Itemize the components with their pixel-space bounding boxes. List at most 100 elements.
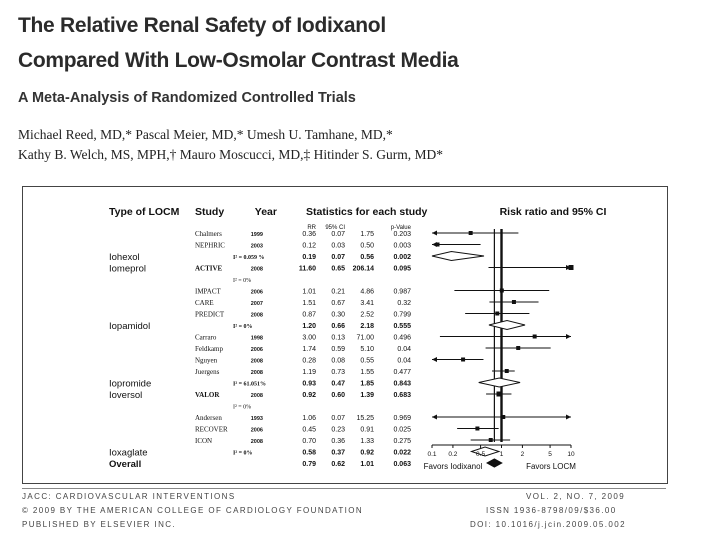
row-group-label: Ioxaglate: [109, 448, 148, 459]
footer-issn: ISSN 1936-8798/09/$36.00: [486, 506, 617, 515]
row-group-label: Iopamidol: [109, 321, 150, 332]
header-plot: Risk ratio and 95% CI: [500, 206, 607, 218]
row-rr: 0.87: [302, 312, 316, 319]
point-estimate-square: [504, 369, 509, 373]
point-estimate-square: [511, 300, 516, 304]
row-p-value: 0.32: [397, 300, 411, 307]
row-p-value: 0.969: [393, 415, 411, 422]
point-estimate-square: [495, 311, 500, 316]
x-axis-tick-label: 5: [548, 451, 552, 458]
point-estimate-square: [461, 357, 466, 362]
row-ci-low: 0.59: [331, 346, 345, 353]
point-estimate-square: [488, 438, 493, 442]
row-rr: 1.51: [302, 300, 316, 307]
point-estimate-square: [496, 391, 502, 397]
row-rr: 0.58: [302, 450, 316, 457]
row-rr: 0.12: [302, 243, 316, 250]
header-type: Type of LOCM: [109, 206, 180, 218]
article-title-line-1: The Relative Renal Safety of Iodixanol: [18, 14, 386, 37]
row-rr: 0.28: [302, 358, 316, 365]
row-p-value: 0.063: [393, 461, 411, 468]
row-study-name: I² = 0%: [233, 451, 253, 457]
x-axis-tick-label: 2: [521, 451, 525, 458]
row-study-name: ICON: [195, 437, 212, 445]
row-ci-high: 0.56: [360, 254, 374, 261]
row-study-name: I² = 0%: [233, 278, 251, 284]
point-estimate-square: [501, 415, 506, 419]
row-year: 1998: [251, 336, 263, 342]
row-year: 2008: [251, 313, 263, 319]
point-estimate-square: [435, 242, 440, 247]
row-ci-high: 3.41: [360, 300, 374, 307]
pooled-diamond: [469, 446, 501, 457]
ci-arrow-left: [432, 357, 437, 362]
row-rr: 1.74: [302, 346, 316, 353]
row-p-value: 0.477: [393, 369, 411, 376]
row-p-value: 0.799: [393, 312, 411, 319]
row-ci-high: 4.86: [360, 289, 374, 296]
row-ci-high: 0.50: [360, 243, 374, 250]
row-rr: 0.19: [302, 254, 316, 261]
point-estimate-square: [532, 334, 537, 339]
row-study-name: PREDICT: [195, 311, 225, 319]
row-study-name: Nguyen: [195, 357, 218, 365]
footer-volume: VOL. 2, NO. 7, 2009: [526, 492, 626, 501]
row-study-name: Carraro: [195, 334, 217, 342]
row-group-label: Overall: [109, 459, 141, 470]
row-year: 2008: [251, 439, 263, 445]
row-study-name: I² = 0%: [233, 324, 253, 330]
row-ci-low: 0.21: [331, 289, 345, 296]
row-p-value: 0.843: [393, 381, 411, 388]
footer-journal: JACC: CARDIOVASCULAR INTERVENTIONS: [22, 492, 236, 501]
row-ci-low: 0.07: [331, 231, 345, 238]
pooled-diamond: [488, 319, 526, 331]
row-ci-low: 0.66: [331, 323, 345, 330]
row-study-name: VALOR: [195, 391, 220, 399]
row-ci-low: 0.73: [331, 369, 345, 376]
row-ci-low: 0.65: [331, 266, 345, 273]
row-study-name: IMPACT: [195, 288, 222, 296]
row-ci-high: 15.25: [356, 415, 374, 422]
row-p-value: 0.203: [393, 231, 411, 238]
row-ci-high: 1.01: [360, 461, 374, 468]
row-ci-low: 0.37: [331, 450, 345, 457]
row-p-value: 0.025: [393, 427, 411, 434]
row-group-label: Iohexol: [109, 252, 140, 263]
row-p-value: 0.002: [393, 254, 411, 261]
row-ci-low: 0.67: [331, 300, 345, 307]
header-study: Study: [195, 206, 224, 218]
row-ci-low: 0.60: [331, 392, 345, 399]
row-ci-high: 206.14: [353, 266, 375, 273]
row-ci-low: 0.30: [331, 312, 345, 319]
forest-plot-figure: Type of LOCM Study Year Statistics for each…: [22, 186, 668, 484]
row-ci-high: 0.55: [360, 358, 374, 365]
ci-arrow-left: [432, 230, 437, 236]
row-rr: 0.36: [302, 231, 316, 238]
row-year: 2006: [251, 428, 263, 434]
x-axis-tick-label: 1: [500, 451, 504, 458]
row-p-value: 0.555: [393, 323, 411, 330]
row-p-value: 0.04: [397, 358, 411, 365]
row-rr: 0.45: [302, 427, 316, 434]
row-study-name: Feldkamp: [195, 345, 223, 353]
point-estimate-square: [568, 265, 574, 270]
x-axis-tick-label: 0.1: [427, 451, 436, 458]
row-ci-high: 1.55: [360, 369, 374, 376]
article-title-line-2: Compared With Low-Osmolar Contrast Media: [18, 49, 459, 72]
row-ci-high: 1.75: [360, 231, 374, 238]
row-rr: 0.92: [302, 392, 316, 399]
pooled-diamond: [478, 377, 521, 388]
row-p-value: 0.022: [393, 450, 411, 457]
row-ci-high: 2.18: [360, 323, 374, 330]
row-ci-low: 0.47: [331, 381, 345, 388]
header-stats: Statistics for each study: [306, 206, 428, 218]
row-study-name: RECOVER: [195, 426, 228, 434]
row-ci-high: 71.00: [356, 335, 374, 342]
row-study-name: Juergens: [195, 368, 220, 376]
row-study-name: I² = 0.059 %: [233, 255, 265, 261]
row-ci-low: 0.03: [331, 243, 345, 250]
row-rr: 0.79: [302, 461, 316, 468]
row-rr: 1.19: [302, 369, 316, 376]
x-axis-tick-label: 10: [567, 451, 575, 458]
row-study-name: CARE: [195, 299, 214, 307]
